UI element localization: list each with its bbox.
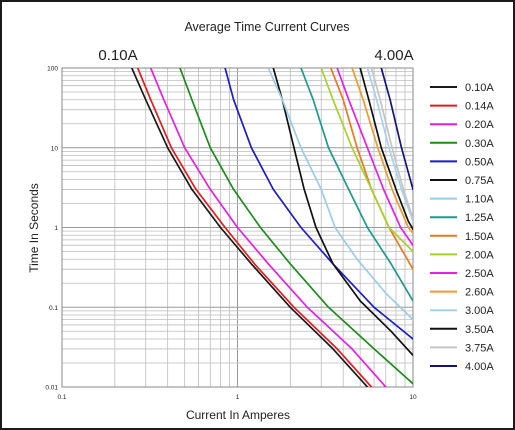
legend-label-3: 0.30A <box>465 138 494 150</box>
y-tick-label: 100 <box>47 66 58 73</box>
y-tick-label: 0.01 <box>45 385 58 392</box>
series-line-3 <box>179 68 413 385</box>
y-tick-label: 10 <box>51 145 59 152</box>
series-line-11 <box>351 68 413 234</box>
series-layer <box>130 68 413 387</box>
legend-label-9: 2.00A <box>465 249 494 261</box>
y-tick-label: 0.1 <box>49 305 58 312</box>
plot-border <box>61 67 414 388</box>
x-tick-label: 1 <box>236 394 240 401</box>
axis-layer: 0.1 1 10 0.01 0.1 1 10 100 <box>45 66 417 402</box>
series-line-1 <box>136 68 373 387</box>
x-tick-label: 10 <box>409 394 417 401</box>
legend-label-0: 0.10A <box>465 82 494 94</box>
chart-title: Average Time Current Curves <box>184 20 349 34</box>
series-line-14 <box>370 68 413 220</box>
series-line-5 <box>272 68 413 357</box>
series-line-2 <box>149 68 387 387</box>
legend-label-7: 1.25A <box>465 212 494 224</box>
legend-label-11: 2.60A <box>465 287 494 299</box>
series-line-10 <box>336 68 413 247</box>
series-line-6 <box>267 68 413 321</box>
x-tick-label: 0.1 <box>57 394 66 401</box>
series-line-0 <box>130 68 369 387</box>
series-line-12 <box>366 68 413 223</box>
corner-label-right: 4.00A <box>374 47 413 64</box>
legend-label-15: 4.00A <box>465 361 494 373</box>
x-axis-label: Current In Amperes <box>186 408 290 422</box>
series-line-4 <box>224 68 413 340</box>
legend-label-4: 0.50A <box>465 156 494 168</box>
series-line-15 <box>380 68 413 191</box>
legend-label-6: 1.10A <box>465 194 494 206</box>
series-line-13 <box>359 68 413 231</box>
legend-label-5: 0.75A <box>465 175 494 187</box>
series-line-8 <box>329 68 413 271</box>
series-line-9 <box>320 68 413 253</box>
y-tick-label: 1 <box>54 225 58 232</box>
corner-label-left: 0.10A <box>98 47 137 64</box>
legend: 0.10A 0.14A 0.20A 0.30A 0.50A 0.75A 1.10A 1.25A… <box>430 82 494 373</box>
legend-label-12: 3.00A <box>465 305 494 317</box>
legend-label-8: 1.50A <box>465 231 494 243</box>
series-line-7 <box>300 68 413 302</box>
y-axis-label: Time In Seconds <box>27 183 41 273</box>
legend-label-13: 3.50A <box>465 324 494 336</box>
legend-label-14: 3.75A <box>465 342 494 354</box>
legend-label-2: 0.20A <box>465 119 494 131</box>
legend-label-1: 0.14A <box>465 101 494 113</box>
legend-label-10: 2.50A <box>465 268 494 280</box>
